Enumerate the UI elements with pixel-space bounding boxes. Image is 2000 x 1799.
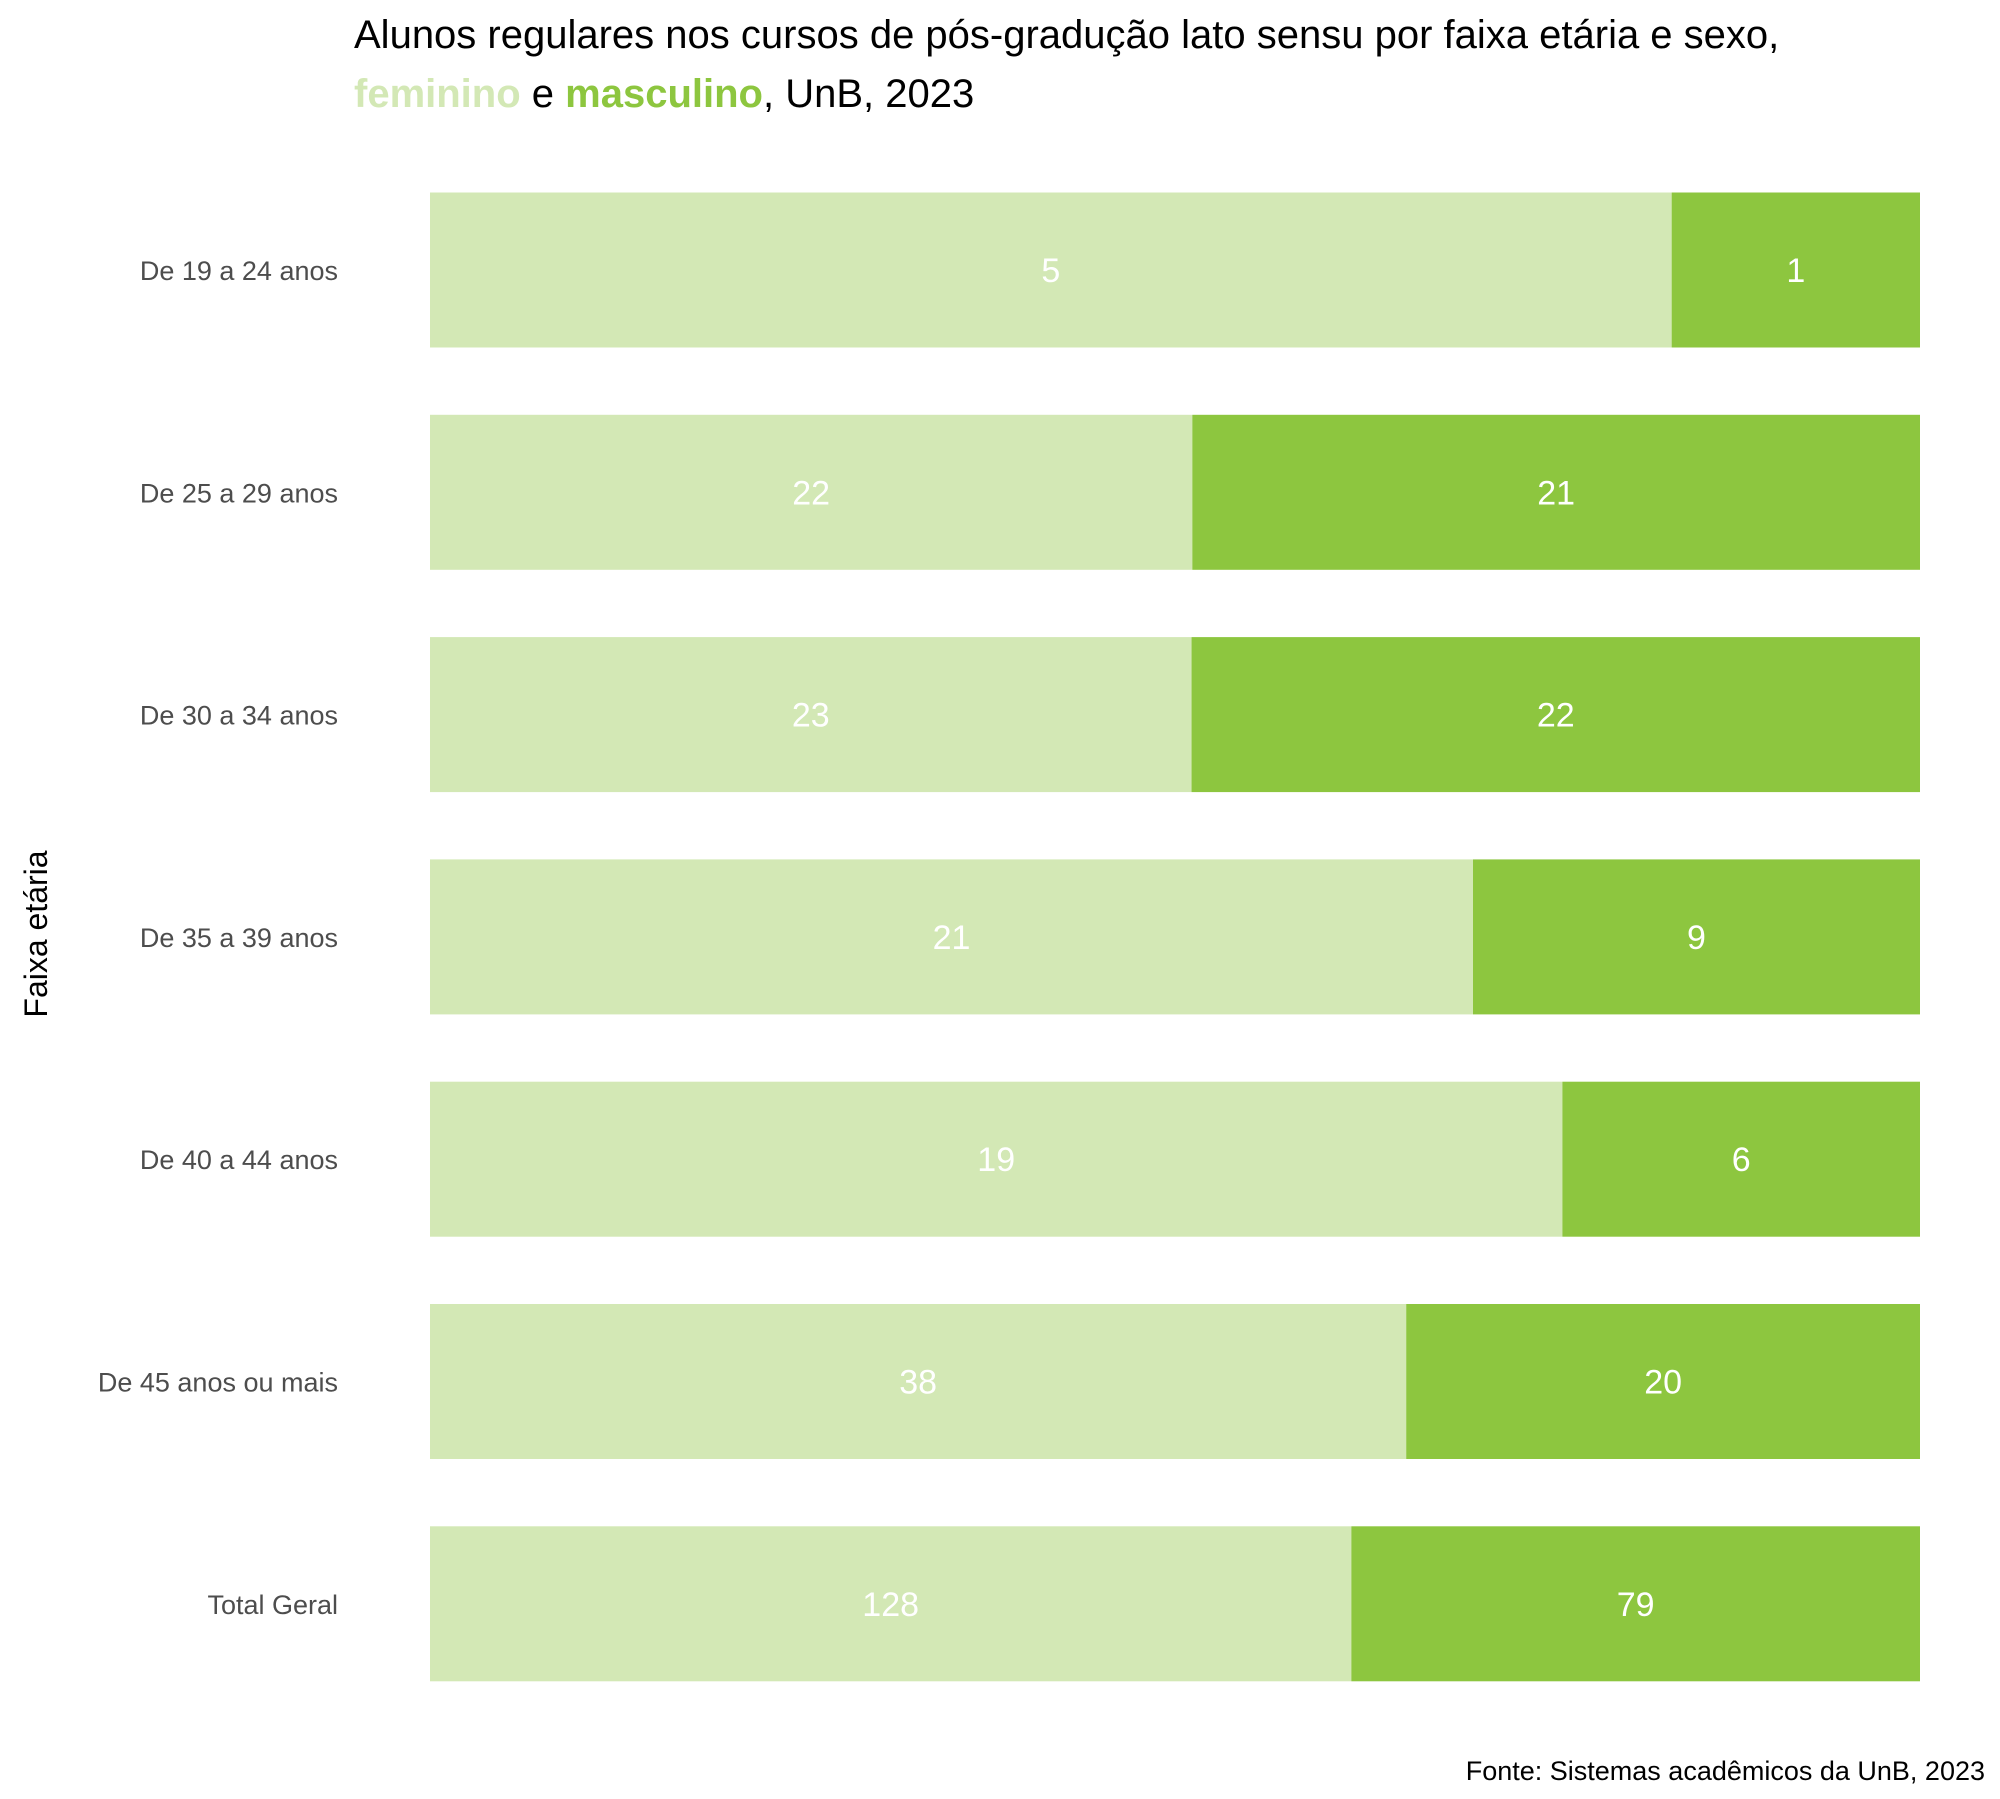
bar-label-feminino-4: 19 [977,1141,1015,1179]
bar-label-masculino-4: 6 [1732,1141,1751,1179]
bar-masculino-1 [1192,414,1920,570]
bar-masculino-6 [1351,1526,1920,1682]
title-feminino: feminino [354,72,521,116]
source-caption: Fonte: Sistemas acadêmicos da UnB, 2023 [1466,1756,1985,1786]
bar-masculino-4 [1562,1081,1920,1237]
bar-feminino-0 [430,192,1672,348]
bar-label-feminino-6: 128 [862,1586,919,1624]
title-sep: e [521,72,565,116]
bar-feminino-5 [430,1304,1407,1459]
bar-label-masculino-1: 21 [1537,474,1575,512]
bar-label-masculino-5: 20 [1644,1364,1682,1402]
title-masculino: masculino [565,72,763,116]
bar-masculino-2 [1191,637,1920,793]
bar-label-masculino-3: 9 [1687,919,1706,957]
bar-feminino-6 [430,1526,1352,1682]
chart-title-line1: Alunos regulares nos cursos de pós-gradu… [354,13,1779,57]
bar-label-feminino-1: 22 [792,474,830,512]
bar-feminino-4 [430,1081,1563,1237]
title-suffix: , UnB, 2023 [763,72,974,116]
bar-label-feminino-3: 21 [933,919,971,957]
bar-label-feminino-5: 38 [899,1364,937,1402]
category-label-0: De 19 a 24 anos [140,256,338,286]
chart-title-line2: feminino e masculino, UnB, 2023 [354,72,974,116]
bar-masculino-3 [1473,859,1920,1015]
bar-label-masculino-6: 79 [1617,1586,1655,1624]
y-axis-title: Faixa etária [18,850,54,1017]
category-label-5: De 45 anos ou mais [98,1368,338,1398]
category-label-3: De 35 a 39 anos [140,923,338,953]
bar-label-masculino-0: 1 [1786,252,1805,290]
bar-feminino-1 [430,414,1193,570]
bar-label-feminino-2: 23 [792,697,830,735]
bar-masculino-5 [1406,1304,1920,1459]
bar-label-feminino-0: 5 [1041,252,1060,290]
bar-masculino-0 [1671,192,1920,348]
category-labels-group: De 19 a 24 anos De 25 a 29 anos De 30 a 34… [98,256,338,1620]
bar-feminino-2 [430,637,1192,793]
bar-labels-group: 5 1 22 21 23 22 21 9 19 6 38 20 128 79 [792,252,1805,1624]
bars-group [430,192,1920,1682]
bar-label-masculino-2: 22 [1537,697,1575,735]
bar-feminino-3 [430,859,1473,1015]
category-label-6: Total Geral [207,1590,338,1620]
category-label-4: De 40 a 44 anos [140,1145,338,1175]
category-label-1: De 25 a 29 anos [140,478,338,508]
category-label-2: De 30 a 34 anos [140,701,338,731]
